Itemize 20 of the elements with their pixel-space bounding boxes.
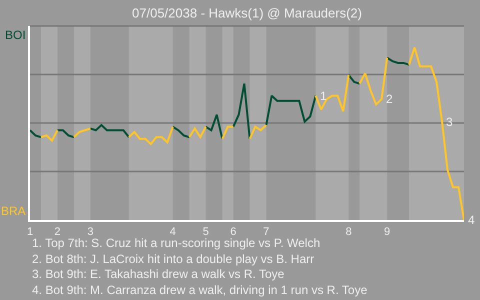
text: 3. Bot 9th: E. Takahashi drew a walk vs R. Toye [32,267,285,281]
text: 4 [468,213,475,227]
annotation: 1 [320,89,327,103]
annotation: 3 [446,115,453,129]
text: BRA [1,204,26,218]
x-tick-label: 8 [346,226,352,238]
text: 1. Top 7th: S. Cruz hit a run-scoring single vs P. Welch [32,236,320,250]
text: 4. Bot 9th: M. Carranza drew a walk, driving in 1 run vs R. Toye [32,283,368,297]
x-tick-label: 6 [230,226,236,238]
x-tick-label: 1 [26,226,34,238]
text: 2. Bot 8th: J. LaCroix hit into a double play vs B. Harr [32,252,314,266]
x-tick-label: 5 [202,226,209,238]
chart-title: 07/05/2038 - Hawks(1) @ Marauders(2) [132,6,362,21]
x-tick-label: 4 [170,226,176,238]
annotation: 2 [386,92,393,106]
text: BOI [5,28,26,42]
x-tick-label: 3 [87,226,94,238]
x-tick-label: 2 [54,226,61,238]
x-tick-label: 9 [384,226,390,238]
x-tick-label: 7 [263,226,270,238]
